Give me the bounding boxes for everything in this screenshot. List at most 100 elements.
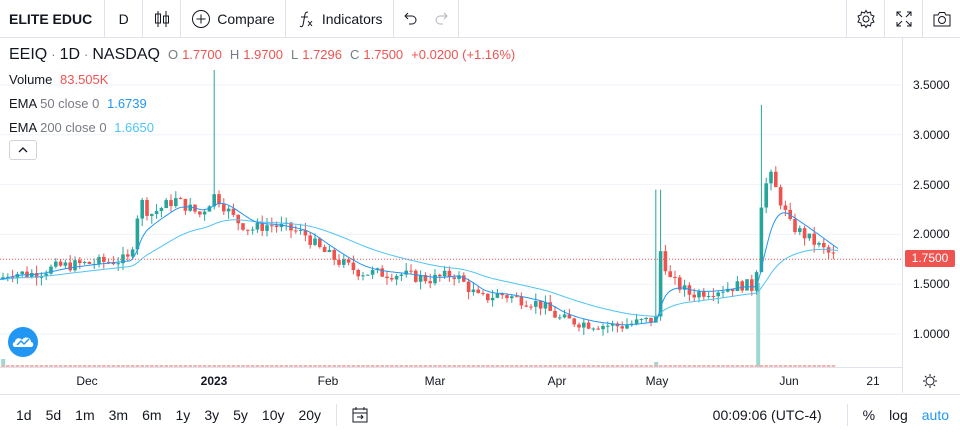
candle-body — [198, 211, 202, 215]
indicators-button[interactable]: Indicators — [286, 0, 394, 38]
time-tick: Apr — [547, 374, 567, 388]
compare-button[interactable]: Compare — [181, 0, 286, 38]
candle-body — [774, 171, 778, 188]
volume-bar — [154, 365, 159, 367]
candle-body — [270, 225, 274, 227]
range-3y[interactable]: 3y — [204, 406, 220, 423]
volume-bar — [390, 365, 394, 367]
volume-bar — [433, 365, 437, 367]
log-toggle[interactable]: log — [889, 406, 908, 423]
interval-button[interactable]: D — [105, 0, 144, 38]
volume-bar — [246, 365, 250, 367]
volume-bar — [260, 365, 264, 367]
volume-bar — [567, 365, 572, 367]
candle-body — [639, 319, 644, 321]
volume-bar — [207, 365, 212, 367]
ema200-legend[interactable]: EMA 200 close 0 1.6650 — [9, 120, 154, 135]
volume-bar — [548, 365, 552, 367]
volume-bar — [279, 365, 284, 367]
candle-body — [188, 204, 192, 211]
candle-body — [318, 238, 322, 248]
candles — [1, 70, 836, 336]
low-label: L — [291, 47, 299, 62]
volume-legend[interactable]: Volume 83.505K — [9, 72, 108, 87]
high-value: 1.9700 — [243, 47, 283, 62]
clock[interactable]: 00:09:06 (UTC-4) — [712, 406, 822, 423]
redo-button[interactable] — [426, 0, 459, 38]
collapse-legend-button[interactable] — [9, 140, 37, 160]
range-10y[interactable]: 10y — [261, 406, 285, 423]
candle-body — [361, 275, 365, 277]
candle-body — [658, 251, 663, 317]
volume-bar — [606, 365, 610, 367]
range-20y[interactable]: 20y — [298, 406, 322, 423]
range-3m[interactable]: 3m — [108, 406, 129, 423]
percent-toggle[interactable]: % — [862, 406, 876, 423]
candle-body — [495, 293, 500, 298]
range-1m[interactable]: 1m — [75, 406, 95, 423]
candle-body — [500, 293, 504, 296]
volume-bar — [78, 365, 82, 367]
close-value: 1.7500 — [363, 47, 404, 62]
volume-bar — [534, 365, 538, 367]
toolbar-right — [846, 0, 960, 38]
volume-bar — [634, 365, 639, 367]
candle-body — [615, 323, 620, 327]
candle-body — [399, 274, 404, 276]
candle-body — [49, 266, 53, 274]
volume-bar — [644, 365, 648, 367]
range-5y[interactable]: 5y — [233, 406, 248, 423]
candle-body — [807, 233, 812, 239]
volume-bar — [63, 365, 68, 367]
volume-bar — [697, 365, 701, 367]
price-chart[interactable] — [0, 38, 902, 367]
undo-button[interactable] — [394, 0, 426, 38]
volume-bar — [294, 365, 298, 367]
tradingview-logo[interactable] — [8, 327, 38, 357]
volume-bar — [111, 365, 116, 367]
snapshot-button[interactable] — [922, 0, 960, 38]
volume-bar — [457, 365, 461, 367]
candle-body — [596, 328, 600, 330]
legend-symbol[interactable]: EEIQ — [9, 46, 48, 63]
price-tick: 2.5000 — [913, 177, 950, 192]
time-axis[interactable]: Dec 2023 Feb Mar Apr May Jun 21 — [0, 367, 937, 394]
candle-body — [822, 242, 826, 248]
volume-bar — [687, 365, 692, 367]
ema50-legend[interactable]: EMA 50 close 0 1.6739 — [9, 96, 147, 111]
settings-button[interactable] — [846, 0, 884, 38]
axis-settings-icon[interactable] — [922, 373, 938, 389]
candle-body — [236, 214, 240, 224]
candle-body — [577, 324, 581, 328]
current-price-label: 1.7500 — [905, 250, 955, 267]
volume-bar — [250, 365, 255, 367]
range-1d[interactable]: 1d — [16, 406, 32, 423]
candle-body — [332, 249, 336, 260]
candle-body — [462, 275, 466, 282]
range-1y[interactable]: 1y — [175, 406, 191, 423]
volume-bar — [630, 365, 634, 367]
candle-body — [740, 281, 744, 291]
candle-body — [366, 274, 370, 276]
ema50-label: EMA — [9, 96, 37, 111]
price-tick: 1.0000 — [913, 327, 950, 341]
date-range-icon[interactable] — [351, 406, 369, 424]
volume-bar — [361, 365, 365, 367]
auto-toggle[interactable]: auto — [921, 406, 949, 423]
candle-body — [726, 288, 730, 292]
chart-type-button[interactable] — [143, 0, 182, 38]
volume-bar — [198, 365, 202, 367]
volume-bar — [658, 365, 663, 367]
symbol-search[interactable]: ELITE EDUC — [0, 0, 106, 38]
candle-body — [82, 261, 87, 264]
candle-body — [711, 295, 716, 297]
ema200-params: 200 close 0 — [40, 120, 107, 135]
volume-bar — [49, 365, 53, 367]
volume-bar — [495, 365, 500, 367]
range-6m[interactable]: 6m — [142, 406, 162, 423]
candle-body — [135, 218, 140, 250]
range-5d[interactable]: 5d — [45, 406, 62, 423]
fullscreen-button[interactable] — [884, 0, 922, 38]
volume-bar — [490, 365, 495, 367]
price-axis[interactable]: 3.5000 3.0000 2.5000 2.0000 1.5000 1.0000 — [902, 38, 960, 393]
